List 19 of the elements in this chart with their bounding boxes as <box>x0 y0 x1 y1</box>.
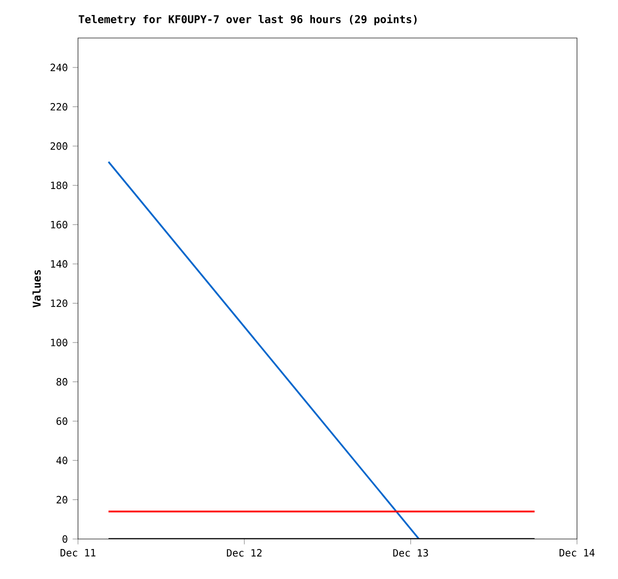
y-axis-title: Values <box>32 270 41 308</box>
y-tick-label: 40 <box>56 456 68 464</box>
y-tick-label: 80 <box>56 378 68 386</box>
y-tick-label: 140 <box>51 260 68 268</box>
chart-title: Telemetry for KF0UPY-7 over last 96 hours (29 points) <box>78 14 417 26</box>
y-tick-label: 20 <box>56 496 68 504</box>
y-tick-label: 240 <box>50 64 68 72</box>
y-tick-label: 0 <box>62 535 68 543</box>
x-tick-label: Dec 11 <box>60 549 96 556</box>
y-tick-label: 120 <box>51 299 68 308</box>
y-tick-label: 220 <box>50 102 68 111</box>
y-tick-label: 180 <box>51 182 68 190</box>
y-tick-label: 200 <box>50 142 68 150</box>
x-tick-label: Dec 12 <box>226 549 262 557</box>
x-tick-label: Dec 14 <box>560 549 595 556</box>
y-tick-label: 60 <box>56 417 68 425</box>
x-tick-label: Dec 13 <box>393 549 428 557</box>
y-tick-label: 160 <box>51 220 68 228</box>
y-tick-label: 100 <box>51 338 68 346</box>
